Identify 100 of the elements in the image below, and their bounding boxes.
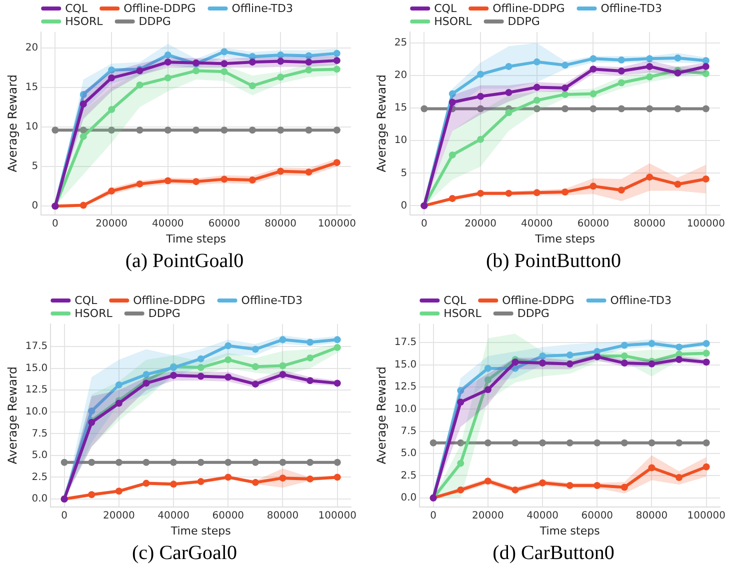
point — [420, 105, 428, 112]
y-tick-label: 12.5 — [394, 382, 417, 393]
x-axis-title: Time steps — [534, 232, 596, 246]
y-tick-label: 15.0 — [25, 362, 48, 374]
y-tick-label: 2.5 — [32, 472, 48, 483]
point — [648, 439, 656, 446]
point — [252, 478, 259, 486]
x-axis-title: Time steps — [538, 524, 600, 538]
point — [674, 105, 682, 112]
point — [252, 346, 259, 353]
legend-label: Offline-TD3 — [600, 2, 662, 15]
point — [505, 190, 512, 197]
point — [224, 342, 232, 350]
point — [533, 84, 540, 91]
point — [333, 50, 340, 57]
point — [192, 126, 200, 134]
point — [88, 458, 96, 466]
point — [512, 486, 519, 494]
x-tick-label: 40000 — [526, 510, 558, 522]
point — [457, 398, 464, 406]
x-tick-label: 100000 — [318, 510, 356, 522]
point — [505, 62, 512, 70]
legend-label: Offline-TD3 — [241, 294, 303, 307]
point — [334, 336, 341, 344]
point — [80, 202, 87, 209]
point — [142, 380, 150, 387]
point — [618, 105, 625, 112]
point — [170, 458, 178, 466]
y-tick-label: 10 — [25, 122, 38, 133]
point — [248, 176, 256, 184]
point — [164, 58, 172, 66]
point — [484, 478, 492, 485]
point — [80, 100, 87, 108]
point — [192, 178, 200, 186]
point — [192, 67, 200, 74]
y-tick-label: 15.0 — [394, 359, 417, 370]
legend-label: Offline-DDPG — [492, 2, 565, 15]
y-tick-label: 10 — [394, 135, 408, 146]
point — [562, 105, 569, 112]
x-tick-label: 60000 — [577, 218, 610, 230]
x-tick-label: 20000 — [103, 510, 135, 522]
point — [197, 355, 204, 362]
legend-label: CQL — [74, 294, 98, 307]
point — [333, 66, 340, 73]
legend-label: Offline-DDPG — [133, 294, 206, 307]
point — [674, 180, 682, 188]
text: (b) PointButton0 — [484, 250, 622, 273]
x-tick-label: 0 — [61, 510, 68, 522]
y-tick-label: 15 — [394, 102, 408, 114]
x-tick-label: 100000 — [318, 218, 356, 230]
point — [562, 188, 569, 196]
text: (d) CarButton0 — [492, 542, 616, 565]
point — [220, 176, 228, 183]
point — [618, 79, 625, 86]
x-tick-label: 0 — [52, 218, 58, 230]
point — [279, 362, 286, 370]
y-tick-label: 5.0 — [32, 450, 48, 462]
point — [676, 474, 683, 482]
point — [676, 439, 683, 446]
point — [136, 180, 144, 188]
point — [108, 106, 116, 114]
point — [512, 364, 519, 372]
point — [533, 105, 540, 112]
point — [248, 82, 256, 90]
point — [52, 126, 59, 134]
point — [142, 480, 150, 487]
x-tick-label: 80000 — [264, 218, 296, 230]
point — [197, 458, 204, 466]
point — [562, 62, 569, 69]
y-tick-label: 20 — [394, 70, 408, 82]
point — [646, 105, 654, 112]
point — [279, 458, 286, 466]
point — [277, 168, 284, 175]
point — [512, 358, 519, 366]
point — [80, 126, 87, 134]
legend-label: HSORL — [434, 14, 473, 28]
y-axis-title: Average Reward — [374, 366, 388, 464]
point — [533, 96, 540, 104]
point — [279, 474, 286, 482]
point — [539, 439, 546, 446]
point — [618, 56, 625, 64]
point — [674, 54, 682, 62]
point — [457, 387, 464, 394]
x-tick-label: 60000 — [212, 510, 244, 522]
point — [306, 475, 314, 482]
point — [197, 364, 204, 372]
point — [142, 458, 150, 466]
point — [80, 91, 87, 98]
legend-label: Offline-TD3 — [232, 2, 293, 15]
x-tick-label: 60000 — [208, 218, 240, 230]
point — [477, 190, 484, 197]
point — [676, 356, 683, 363]
point — [305, 126, 312, 134]
point — [306, 458, 314, 466]
y-tick-label: 25 — [394, 38, 408, 49]
point — [457, 460, 464, 467]
point — [252, 380, 259, 388]
point — [484, 439, 492, 446]
x-tick-label: 80000 — [266, 510, 299, 522]
point — [306, 354, 314, 362]
